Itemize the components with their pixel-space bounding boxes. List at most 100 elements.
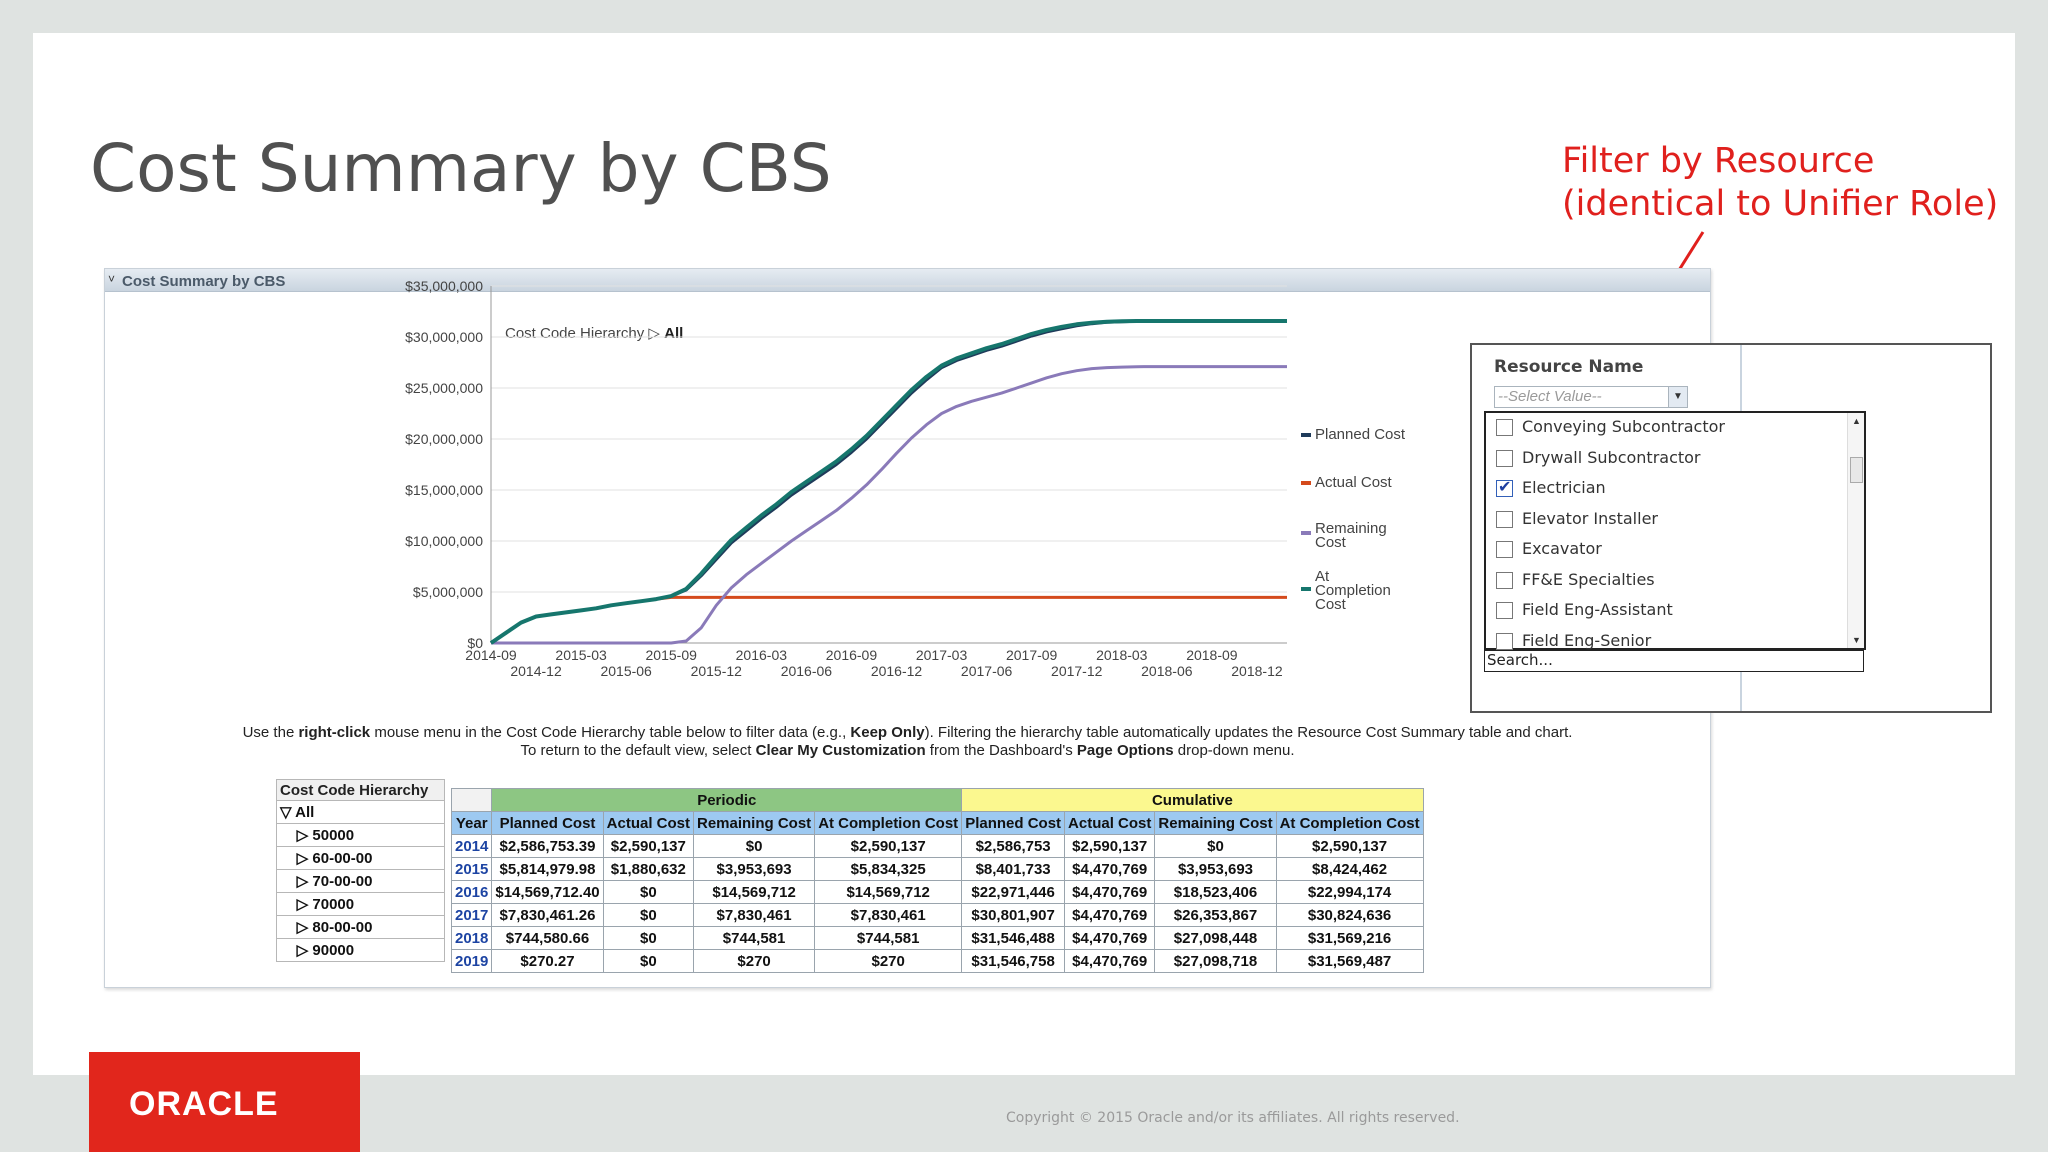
value-cell: $5,834,325 (814, 857, 963, 881)
table-row: 2015 $5,814,979.98 $1,880,632 $3,953,693 $5,… (450, 857, 1424, 881)
table-body: 2014 $2,586,753.39 $2,590,137 $0 $2,590,137 $… (450, 834, 1424, 973)
hierarchy-label[interactable]: 70-00-00 (312, 873, 373, 890)
value-cell: $2,590,137 (1064, 834, 1156, 858)
legend-swatch-at-completion (1301, 587, 1311, 591)
value-cell: $744,580.66 (491, 926, 604, 950)
table-row: 2019 $270.27 $0 $270 $270 $31,546,758 $4,470,7… (450, 949, 1424, 973)
expand-triangle-icon[interactable]: ▷ (296, 873, 309, 890)
checkbox[interactable] (1496, 419, 1513, 436)
value-cell: $270.27 (491, 949, 604, 973)
callout-line-2: (identical to Unifier Role) (1562, 184, 1999, 224)
panel-title: Cost Summary by CBS (122, 273, 286, 290)
scroll-down-icon[interactable]: ▼ (1852, 635, 1861, 645)
hierarchy-root-row[interactable]: ▽ All (276, 800, 445, 824)
year-cell[interactable]: 2014 (450, 834, 493, 858)
resource-select[interactable]: --Select Value-- ▼ (1494, 386, 1688, 408)
x-tick-label: 2016-09 (826, 647, 878, 663)
legend-label-actual: Actual Cost (1315, 474, 1392, 491)
checkbox[interactable]: ✔ (1496, 477, 1513, 497)
value-cell: $744,581 (814, 926, 963, 950)
year-cell[interactable]: 2016 (450, 880, 493, 904)
year-cell[interactable]: 2018 (450, 926, 493, 950)
column-header: Actual Cost (1064, 811, 1156, 835)
hierarchy-header: Cost Code Hierarchy (276, 779, 445, 801)
chevron-down-icon: ▼ (1673, 391, 1683, 402)
table-corner (450, 788, 493, 812)
instructions-line-1: Use the right-click mouse menu in the Co… (105, 724, 1710, 742)
search-input[interactable] (1485, 651, 1859, 669)
instr-text: Use the (242, 724, 299, 741)
checkbox[interactable] (1496, 602, 1513, 619)
hierarchy-breadcrumb: Cost Code Hierarchy ▷ All (505, 324, 683, 342)
value-cell: $4,470,769 (1064, 926, 1156, 950)
hierarchy-row[interactable]: ▷ 90000 (276, 938, 445, 962)
value-cell: $26,353,867 (1154, 903, 1277, 927)
year-cell[interactable]: 2017 (450, 903, 493, 927)
value-cell: $30,801,907 (961, 903, 1066, 927)
x-tick-label: 2018-03 (1096, 647, 1148, 663)
resource-cost-summary-table: Periodic Cumulative Year Planned Cost Ac… (450, 788, 1424, 973)
expand-triangle-icon[interactable]: ▷ (296, 850, 309, 867)
hierarchy-label[interactable]: 70000 (312, 896, 355, 913)
value-cell: $22,994,174 (1275, 880, 1424, 904)
resource-option-label: Excavator (1522, 539, 1602, 558)
table-row: 2018 $744,580.66 $0 $744,581 $744,581 $31,546… (450, 926, 1424, 950)
checkbox[interactable] (1496, 632, 1513, 650)
x-tick-label: 2017-03 (916, 647, 968, 663)
dropdown-button[interactable]: ▼ (1668, 387, 1687, 407)
checkbox[interactable] (1496, 449, 1513, 467)
expand-triangle-icon[interactable]: ▷ (296, 942, 309, 959)
instr-bold: right-click (298, 724, 371, 741)
value-cell: $0 (602, 926, 695, 950)
scroll-thumb[interactable] (1850, 457, 1863, 483)
hierarchy-label[interactable]: 60-00-00 (312, 850, 373, 867)
column-header: Remaining Cost (1154, 811, 1277, 835)
value-cell: $2,586,753 (961, 834, 1066, 858)
search-box[interactable] (1484, 650, 1864, 672)
hierarchy-row[interactable]: ▷ 50000 (276, 823, 445, 847)
checkbox[interactable] (1496, 541, 1513, 558)
year-cell[interactable]: 2019 (450, 949, 493, 973)
x-tick-label: 2015-03 (555, 647, 607, 663)
value-cell: $30,824,636 (1275, 903, 1424, 927)
collapse-toggle-icon[interactable]: ˅ (108, 272, 116, 286)
expand-triangle-icon[interactable]: ▷ (296, 919, 309, 936)
y-tick-label: $25,000,000 (405, 380, 483, 396)
legend-swatch-actual (1301, 481, 1311, 485)
hierarchy-row[interactable]: ▷ 60-00-00 (276, 846, 445, 870)
table-row: 2016 $14,569,712.40 $0 $14,569,712 $14,569,7… (450, 880, 1424, 904)
checkbox[interactable] (1496, 510, 1513, 528)
x-tick-label: 2015-12 (691, 663, 743, 679)
value-cell: $7,830,461 (814, 903, 963, 927)
expand-triangle-icon[interactable]: ▷ (296, 896, 309, 913)
hierarchy-label[interactable]: 90000 (312, 942, 355, 959)
year-cell[interactable]: 2015 (450, 857, 493, 881)
breadcrumb-current[interactable]: All (664, 325, 684, 342)
x-tick-label: 2017-09 (1006, 647, 1058, 663)
hierarchy-root-label[interactable]: All (295, 804, 315, 821)
hierarchy-row[interactable]: ▷ 80-00-00 (276, 915, 445, 939)
hierarchy-row[interactable]: ▷ 70000 (276, 892, 445, 916)
instr-bold: Keep Only (850, 724, 925, 741)
group-header-cumulative: Cumulative (961, 788, 1424, 812)
scroll-up-icon[interactable]: ▲ (1852, 416, 1861, 426)
y-tick-label: $10,000,000 (405, 533, 483, 549)
y-tick-label: $20,000,000 (405, 431, 483, 447)
collapse-triangle-icon[interactable]: ▽ (280, 804, 292, 821)
value-cell: $4,470,769 (1064, 857, 1156, 881)
column-header: Remaining Cost (692, 811, 816, 835)
page-title: Cost Summary by CBS (90, 130, 832, 207)
value-cell: $8,401,733 (961, 857, 1066, 881)
value-cell: $0 (602, 903, 695, 927)
copyright-notice: Copyright © 2015 Oracle and/or its affil… (1006, 1110, 1460, 1126)
value-cell: $31,546,758 (961, 949, 1066, 973)
hierarchy-row[interactable]: ▷ 70-00-00 (276, 869, 445, 893)
hierarchy-label[interactable]: 80-00-00 (312, 919, 373, 936)
value-cell: $14,569,712 (814, 880, 963, 904)
instr-text: ). Filtering the hierarchy table automat… (924, 724, 1573, 741)
expand-triangle-icon[interactable]: ▷ (296, 827, 309, 844)
checkbox[interactable] (1496, 571, 1513, 589)
table-row: 2014 $2,586,753.39 $2,590,137 $0 $2,590,137 $… (450, 834, 1424, 858)
hierarchy-label[interactable]: 50000 (312, 827, 355, 844)
list-scrollbar[interactable]: ▲ ▼ (1847, 413, 1864, 648)
